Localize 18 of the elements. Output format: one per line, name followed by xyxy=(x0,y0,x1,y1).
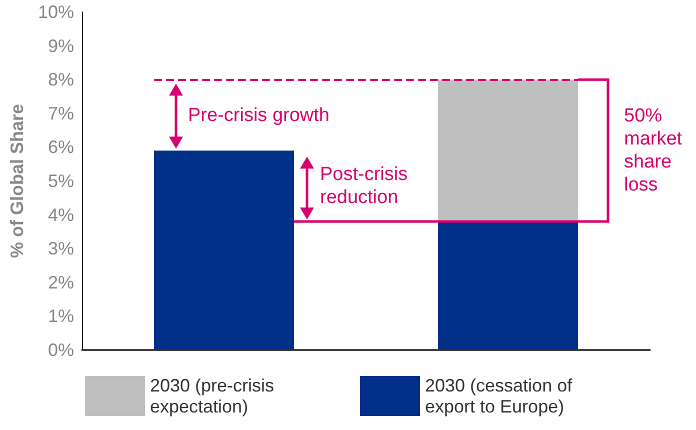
annotation: Post-crisis reduction xyxy=(320,164,413,208)
y-tick-label: 10% xyxy=(38,2,74,22)
y-tick-label: 9% xyxy=(48,36,74,56)
y-tick-label: 0% xyxy=(48,340,74,360)
annotation: Pre-crisis growth xyxy=(188,105,330,126)
y-tick-label: 1% xyxy=(48,306,74,326)
y-tick-label: 2% xyxy=(48,272,74,292)
y-tick-label: 6% xyxy=(48,137,74,158)
bar xyxy=(154,150,294,350)
legend-label: 2030 (pre-crisis expectation) xyxy=(150,376,280,416)
y-tick-label: 5% xyxy=(48,171,74,191)
y-tick-label: 3% xyxy=(48,238,74,259)
y-tick-label: 8% xyxy=(48,70,74,90)
y-tick-label: 7% xyxy=(48,103,74,124)
y-axis-title: % of Global Share xyxy=(7,104,27,258)
text: 50% market share loss xyxy=(624,106,688,196)
y-tick-label: 4% xyxy=(48,204,74,225)
legend-label: 2030 (cessation of export to Europe) xyxy=(425,376,578,416)
